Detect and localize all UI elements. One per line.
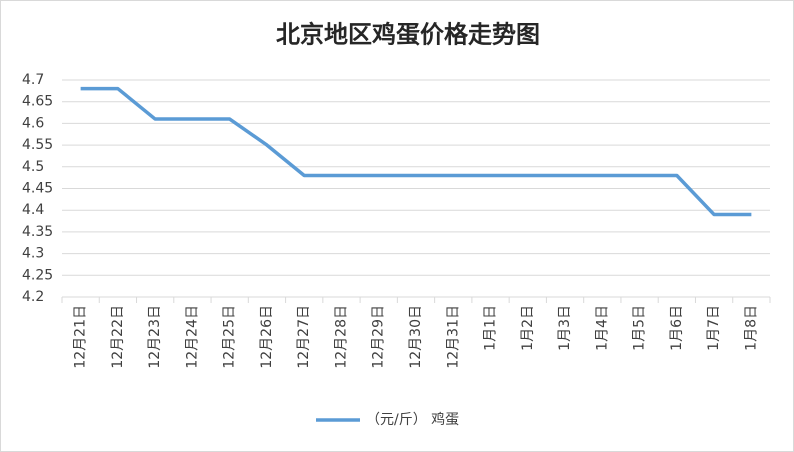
series-line xyxy=(80,86,752,217)
y-tick-label: 4.7 xyxy=(22,72,44,88)
y-tick-label: 4.6 xyxy=(22,115,44,131)
x-tick-label: 1月1日 xyxy=(483,305,499,351)
x-tick-label: 1月4日 xyxy=(594,305,610,351)
x-tick-label: 1月8日 xyxy=(743,305,759,351)
chart-title: 北京地区鸡蛋价格走势图 xyxy=(276,20,540,49)
x-tick-label: 12月29日 xyxy=(371,305,387,369)
x-tick-label: 12月28日 xyxy=(333,305,349,369)
x-tick-label: 1月2日 xyxy=(520,305,536,351)
x-tick-label: 1月6日 xyxy=(669,305,685,351)
y-tick-label: 4.3 xyxy=(22,246,44,262)
legend-label: （元/斤） 鸡蛋 xyxy=(366,411,459,428)
y-tick-label: 4.25 xyxy=(22,267,53,283)
x-tick-label: 12月22日 xyxy=(110,305,126,369)
x-tick-label: 12月23日 xyxy=(147,305,163,369)
y-tick-label: 4.5 xyxy=(22,159,44,175)
x-tick-label: 12月21日 xyxy=(73,305,89,369)
y-tick-label: 4.35 xyxy=(22,224,53,240)
x-tick-label: 12月26日 xyxy=(259,305,275,369)
y-tick-label: 4.65 xyxy=(22,94,53,110)
x-tick-label: 12月30日 xyxy=(408,305,424,369)
x-tick-label: 12月27日 xyxy=(296,305,312,369)
x-tick-label: 12月25日 xyxy=(222,305,238,369)
x-tick-label: 1月5日 xyxy=(632,305,648,351)
x-tick-label: 1月7日 xyxy=(706,305,722,351)
y-tick-label: 4.2 xyxy=(22,289,44,305)
y-tick-label: 4.4 xyxy=(22,202,44,218)
y-tick-label: 4.45 xyxy=(22,181,53,197)
y-tick-label: 4.55 xyxy=(22,137,53,153)
x-tick-label: 12月24日 xyxy=(184,305,200,369)
x-tick-label: 12月31日 xyxy=(445,305,461,369)
x-tick-label: 1月3日 xyxy=(557,305,573,351)
